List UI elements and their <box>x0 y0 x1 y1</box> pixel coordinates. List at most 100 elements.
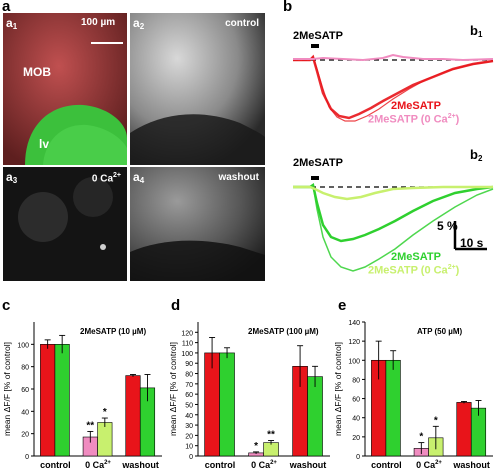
significance-marker: * <box>254 441 258 452</box>
x-label-control: control <box>205 460 236 470</box>
panel-label-d: d <box>171 297 181 314</box>
image-a3-graphic <box>3 167 127 281</box>
panel-label-b: b <box>283 0 293 15</box>
trace-b2-green-2 <box>293 183 494 272</box>
image-a4-graphic <box>130 167 265 281</box>
a2-condition: control <box>225 18 259 29</box>
b1-label: b1 <box>470 23 483 39</box>
bar <box>307 376 323 457</box>
bar-chart-c: 0 20 40 60 80 100 mean ΔF/F [% of control] 2MeS… <box>2 322 162 470</box>
y-tick-label: 80 <box>352 377 360 384</box>
bar <box>40 344 56 457</box>
image-a4: a4 washout <box>130 167 265 281</box>
y-tick-label: 90 <box>185 361 193 368</box>
trace-b1-red-2 <box>293 55 494 122</box>
stim-bar-b1 <box>311 44 319 48</box>
chart-title: ATP (50 µM) <box>417 327 463 336</box>
x-label-0ca-sup: 2+ <box>435 460 442 466</box>
b2-label: b2 <box>470 147 483 163</box>
significance-marker: * <box>103 407 107 418</box>
b2-legend-green: 2MeSATP <box>391 251 441 263</box>
y-tick-label: 20 <box>21 432 29 439</box>
y-tick-label: 0 <box>25 454 29 461</box>
y-tick-label: 110 <box>182 341 193 348</box>
region-mob-label: MOB <box>23 65 51 79</box>
panel-label-c: c <box>2 297 11 314</box>
bar <box>385 359 401 457</box>
trace-b2-yellowgreen <box>293 185 493 201</box>
y-tick-label: 80 <box>185 372 193 379</box>
y-tick-label: 20 <box>185 433 193 440</box>
y-tick-label: 40 <box>21 409 29 416</box>
chart-title: 2MeSATP (100 µM) <box>248 327 319 336</box>
b1-legend-red: 2MeSATP <box>391 100 441 112</box>
y-tick-label: 80 <box>21 365 29 372</box>
y-tick-label: 40 <box>352 416 360 423</box>
a2-label: a2 <box>133 16 145 31</box>
scale-label-x: 10 s <box>460 236 484 250</box>
image-a2-graphic <box>130 13 265 165</box>
b1-stim-label: 2MeSATP <box>293 30 343 42</box>
x-label-0ca-main: 0 Ca <box>416 460 436 470</box>
stim-bar-b2 <box>311 176 319 180</box>
y-axis-label: mean ΔF/F [% of control] <box>2 342 12 436</box>
bar <box>456 402 472 457</box>
image-a1: a1 100 µm MOB lv <box>3 13 127 165</box>
image-a1-graphic <box>3 13 127 165</box>
scale-bar-label: 100 µm <box>81 17 116 28</box>
y-tick-label: 60 <box>21 387 29 394</box>
traces-panel-b <box>293 44 494 272</box>
y-tick-label: 100 <box>348 358 360 365</box>
y-tick-label: 140 <box>348 320 360 327</box>
significance-marker: * <box>434 415 438 426</box>
x-label-0ca: 0 Ca2+ <box>251 460 277 470</box>
y-tick-label: 70 <box>185 382 193 389</box>
y-tick-label: 100 <box>17 342 29 349</box>
b2-stim-label: 2MeSATP <box>293 157 343 169</box>
bar <box>219 352 235 457</box>
x-label-0ca-main: 0 Ca <box>85 460 105 470</box>
bar <box>54 344 70 457</box>
x-label-control: control <box>40 460 71 470</box>
y-tick-label: 120 <box>348 339 360 346</box>
region-lv-label: lv <box>39 137 50 151</box>
y-tick-label: 20 <box>352 435 360 442</box>
b2-legend-yellowgreen: 2MeSATP (0 Ca2+) <box>368 264 460 277</box>
y-tick-label: 40 <box>185 413 193 420</box>
image-a2: a2 control <box>130 13 265 165</box>
image-a3: a3 0 Ca2+ <box>3 167 127 281</box>
y-tick-label: 0 <box>356 454 360 461</box>
significance-marker: ** <box>86 420 94 431</box>
bar <box>97 422 113 457</box>
trace-b1-pink <box>293 53 494 62</box>
chart-title: 2MeSATP (10 µM) <box>80 327 146 336</box>
y-tick-label: 0 <box>189 454 193 461</box>
x-label-0ca-main: 0 Ca <box>251 460 271 470</box>
y-axis-label: mean ΔF/F [% of control] <box>333 342 343 436</box>
x-label-0ca: 0 Ca2+ <box>85 460 111 470</box>
bar-chart-e: 0 20 40 60 80 100 120 140 mean ΔF/F [% of contro… <box>333 320 493 470</box>
bar <box>125 375 141 457</box>
x-label-0ca-sup: 2+ <box>270 460 277 466</box>
x-label-0ca: 0 Ca2+ <box>416 460 442 470</box>
b1-legend-pink: 2MeSATP (0 Ca2+) <box>368 113 460 126</box>
y-tick-label: 60 <box>185 392 193 399</box>
trace-group-b2 <box>293 176 494 272</box>
y-tick-label: 10 <box>185 444 193 451</box>
a1-label: a1 <box>6 16 18 31</box>
trace-group-b1 <box>293 44 494 122</box>
y-tick-label: 100 <box>181 351 193 358</box>
x-label-washout: washout <box>452 460 490 470</box>
x-label-0ca-sup: 2+ <box>104 460 111 466</box>
a3-condition: 0 Ca2+ <box>91 172 121 185</box>
y-axis-label: mean ΔF/F [% of control] <box>168 342 178 436</box>
x-label-control: control <box>371 460 402 470</box>
a3-label: a3 <box>6 170 18 185</box>
scale-label-y: 5 % <box>437 219 458 233</box>
y-tick-label: 60 <box>352 397 360 404</box>
significance-marker: ** <box>267 430 275 441</box>
panel-label-a: a <box>2 0 11 15</box>
a4-label: a4 <box>133 170 145 185</box>
significance-marker: * <box>419 432 423 443</box>
